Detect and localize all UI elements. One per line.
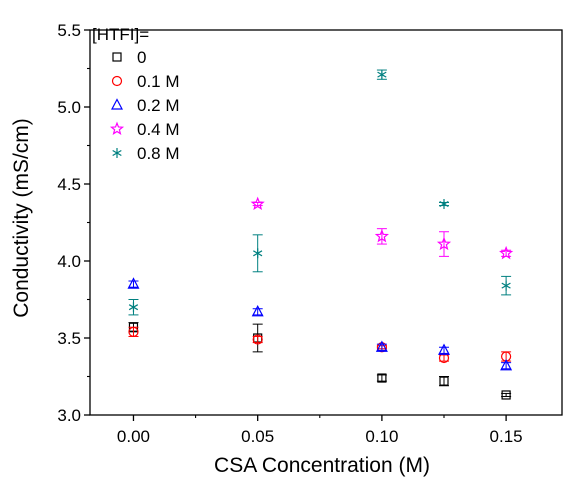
legend-label: 0.1 M xyxy=(137,72,180,91)
y-tick-label: 5.0 xyxy=(57,98,81,117)
legend-marker xyxy=(111,98,123,110)
series-2 xyxy=(127,277,513,371)
legend-label: 0.8 M xyxy=(137,144,180,163)
error-bar xyxy=(439,231,449,257)
data-point xyxy=(251,305,264,317)
y-tick-label: 3.0 xyxy=(57,406,81,425)
y-tick-label: 4.5 xyxy=(57,175,81,194)
legend-label: 0.4 M xyxy=(137,120,180,139)
data-point xyxy=(501,390,511,400)
legend-entry: 0.8 M xyxy=(112,144,180,163)
error-bar xyxy=(252,308,263,316)
legend: [HTFI]= 0 0.1 M 0.2 M 0.4 M 0.8 M xyxy=(92,25,180,163)
data-point xyxy=(128,302,139,313)
data-point xyxy=(252,334,263,345)
legend-marker xyxy=(112,52,122,62)
legend-marker xyxy=(109,121,125,136)
legend-marker xyxy=(112,148,122,158)
series-4 xyxy=(128,69,512,316)
data-point xyxy=(250,196,265,211)
y-tick-label: 4.0 xyxy=(57,252,81,271)
data-point xyxy=(377,373,387,383)
legend-title: [HTFI]= xyxy=(92,25,149,44)
error-bar xyxy=(439,376,449,387)
legend-entry: 0.4 M xyxy=(109,120,180,139)
x-tick-label: 0.15 xyxy=(490,427,523,446)
y-tick-label: 5.5 xyxy=(57,21,81,40)
data-point xyxy=(501,280,511,291)
data-point xyxy=(500,358,513,371)
legend-entry: 0.2 M xyxy=(111,96,180,115)
data-point xyxy=(375,340,388,352)
data-point xyxy=(439,199,449,210)
data-point xyxy=(436,236,452,251)
error-bar xyxy=(128,280,139,288)
data-point xyxy=(128,326,139,337)
legend-marker xyxy=(111,75,123,87)
x-axis-title: CSA Concentration (M) xyxy=(214,454,430,477)
y-axis: 3.0 3.5 4.0 4.5 5.0 5.5 xyxy=(57,21,90,425)
series-0 xyxy=(128,322,512,400)
data-point xyxy=(439,376,449,386)
series-layer xyxy=(127,69,514,400)
data-point xyxy=(377,69,387,80)
error-bar xyxy=(501,362,512,370)
data-point xyxy=(374,228,389,243)
data-point xyxy=(499,245,514,260)
data-point xyxy=(127,277,140,289)
x-axis: 0.00 0.05 0.10 0.15 xyxy=(117,415,523,446)
error-bar xyxy=(439,346,449,354)
legend-entry: 0 xyxy=(112,48,146,67)
y-tick-label: 3.5 xyxy=(57,329,81,348)
x-tick-label: 0.05 xyxy=(241,427,274,446)
error-bar xyxy=(376,374,387,382)
legend-entry: 0.1 M xyxy=(111,72,180,91)
y-axis-title: Conductivity (mS/cm) xyxy=(10,118,33,318)
error-bar xyxy=(501,392,512,398)
error-bar xyxy=(376,343,387,351)
data-point xyxy=(253,248,263,259)
x-tick-label: 0.10 xyxy=(365,427,398,446)
x-tick-label: 0.00 xyxy=(117,427,150,446)
legend-label: 0.2 M xyxy=(137,96,180,115)
legend-label: 0 xyxy=(137,48,146,67)
data-point xyxy=(438,343,450,355)
series-3 xyxy=(250,196,514,260)
series-1 xyxy=(128,326,512,364)
